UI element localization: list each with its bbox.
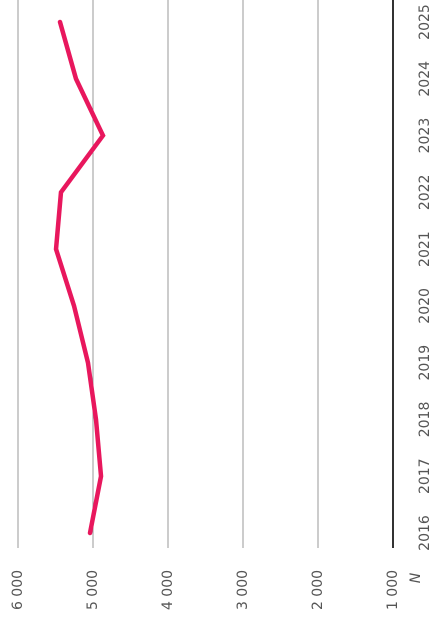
x-tick-label: 2023 [417, 118, 433, 154]
y-tick-label: 5 000 [85, 570, 101, 610]
y-axis-label: N [408, 572, 424, 583]
x-tick-label: 2017 [417, 458, 433, 494]
x-tick-label: 2019 [417, 345, 433, 381]
x-tick-label: 2021 [417, 231, 433, 267]
x-tick-label: 2025 [417, 4, 433, 40]
x-tick-label: 2016 [417, 515, 433, 551]
line [53, 19, 106, 536]
x-tick-label: 2018 [417, 402, 433, 438]
x-tick-label: 2022 [417, 175, 433, 211]
x-tick-label: 2020 [417, 288, 433, 324]
x-tick-label: 2024 [417, 61, 433, 97]
y-tick-label: 2 000 [310, 570, 326, 610]
y-tick-label: 3 000 [235, 570, 251, 610]
y-tick-label: 6 000 [10, 570, 26, 610]
y-tick-label: 4 000 [160, 570, 176, 610]
y-tick-label: 1 000 [385, 570, 401, 610]
